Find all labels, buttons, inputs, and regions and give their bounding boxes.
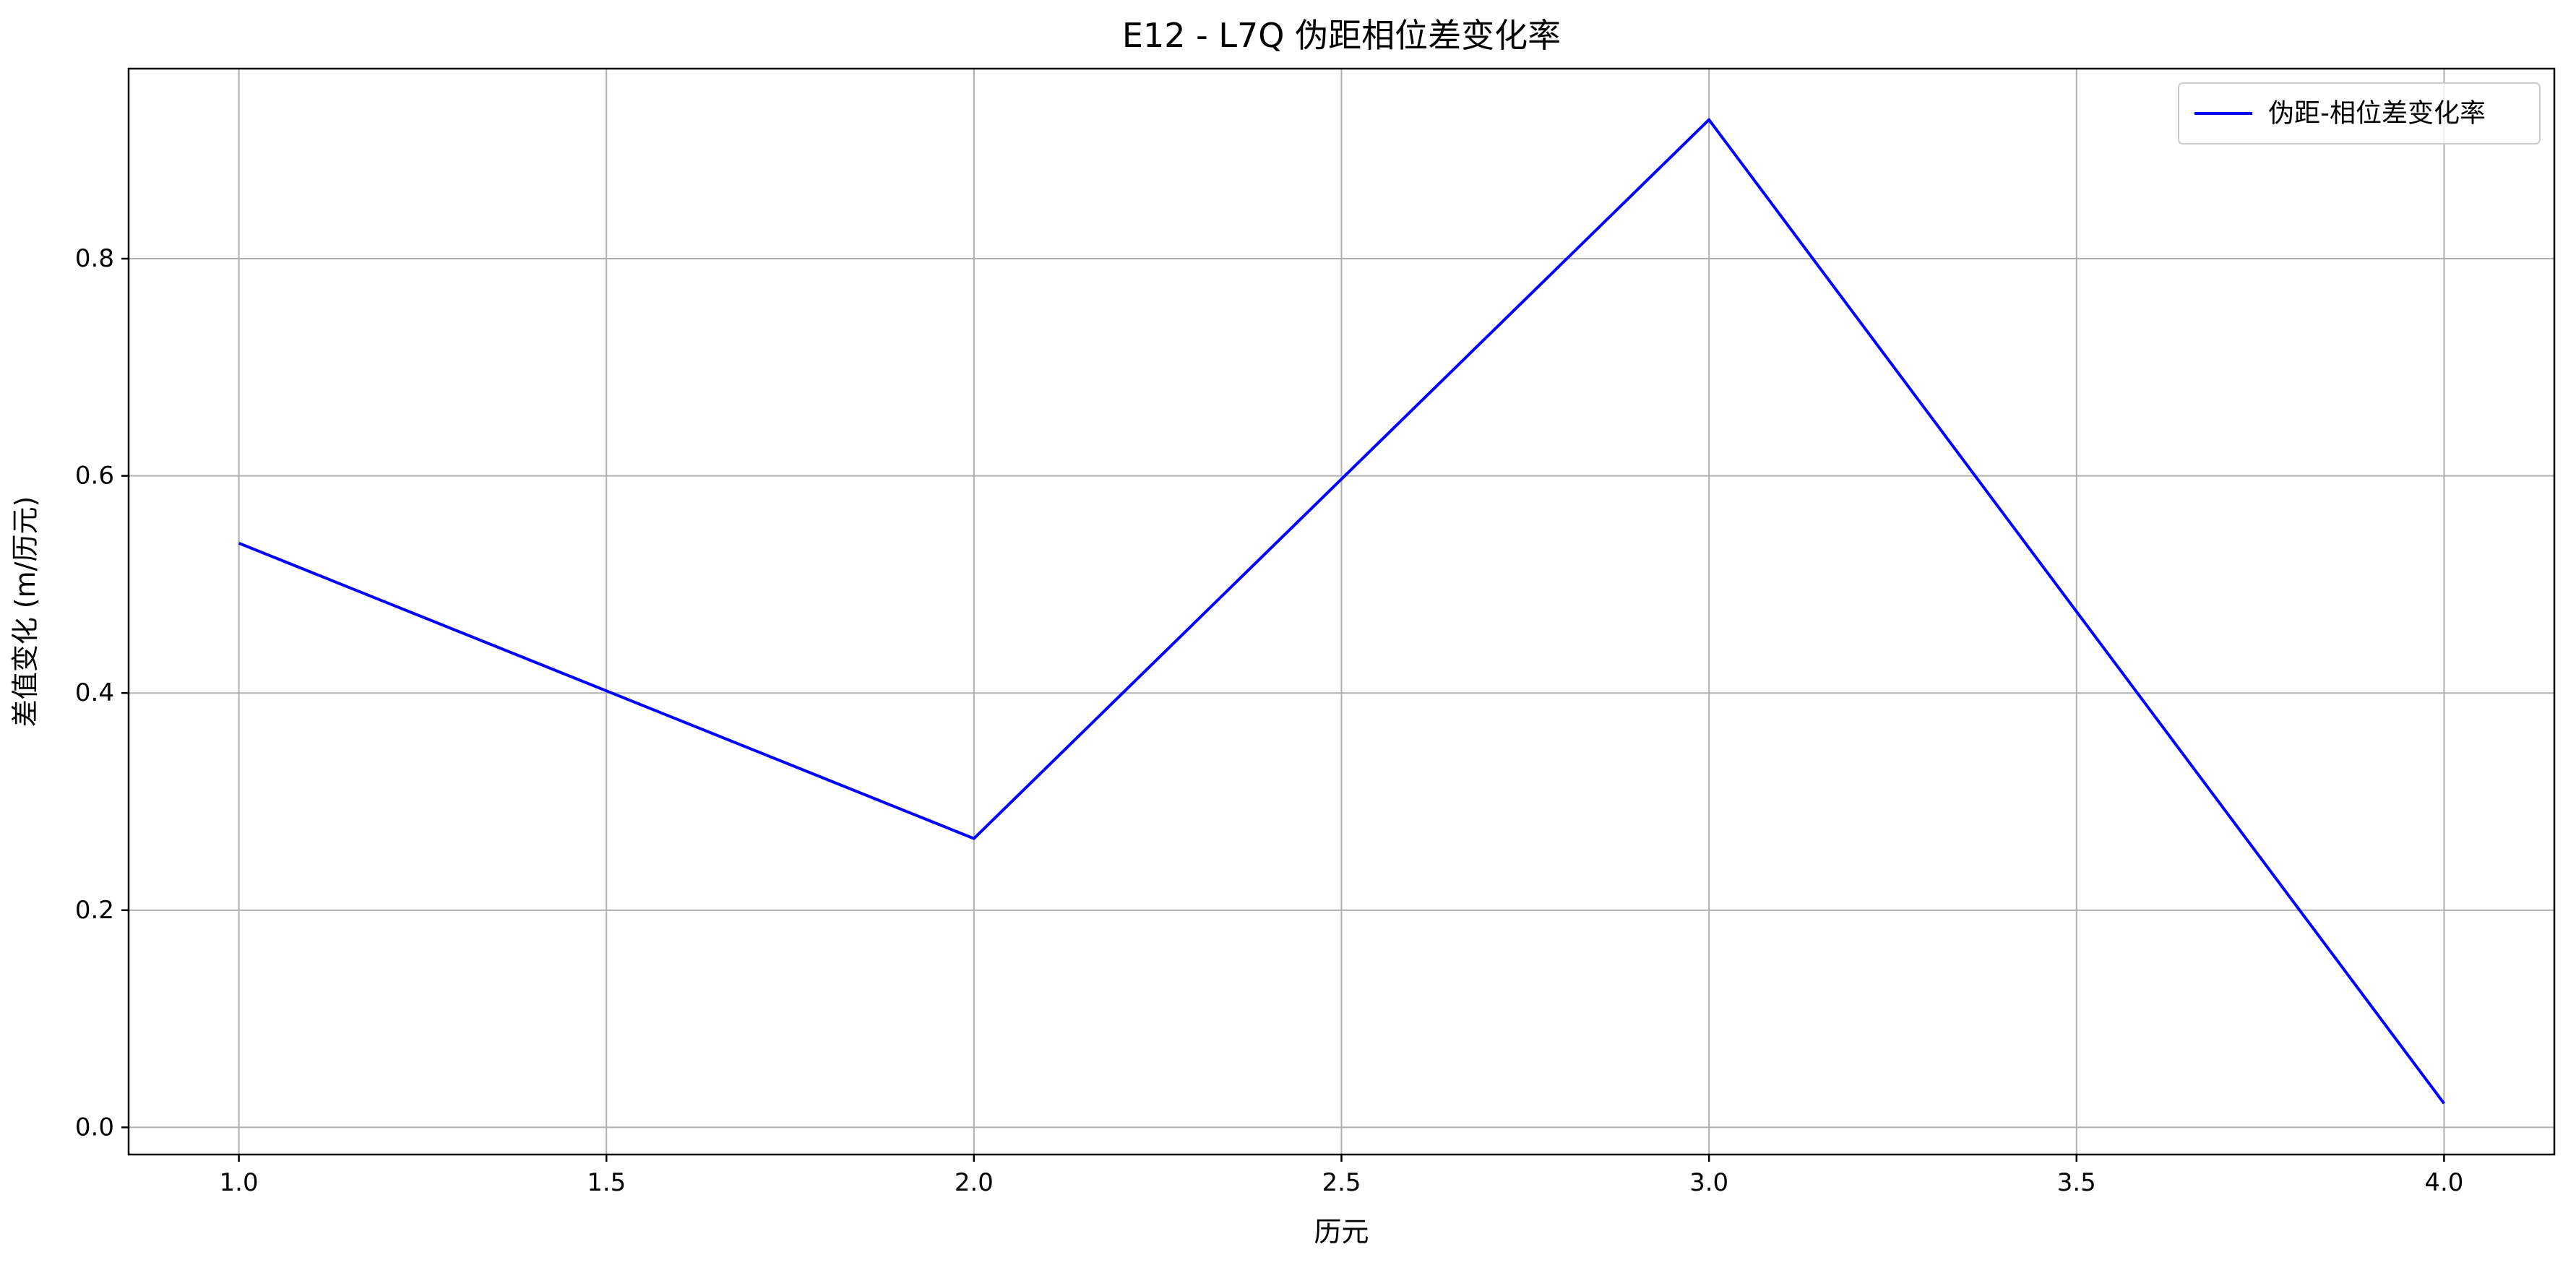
x-tick-label: 2.0 (955, 1168, 994, 1197)
legend: 伪距-相位差变化率 (2178, 82, 2541, 144)
x-axis-label: 历元 (1314, 1216, 1369, 1248)
series-line (238, 118, 2446, 1105)
series-lines (238, 118, 2446, 1105)
y-tick-label: 0.4 (75, 678, 114, 707)
x-tick-label: 3.0 (1689, 1168, 1728, 1197)
y-tick-label: 0.8 (75, 244, 114, 273)
y-axis-label: 差值变化 (m/历元) (9, 496, 41, 728)
x-tick-label: 1.0 (220, 1168, 259, 1197)
legend-box (2178, 82, 2541, 144)
y-tick-label: 0.0 (75, 1113, 114, 1142)
axis-ticks: 1.0 1.5 2.0 2.5 3.0 3.5 4.0 0.0 0.2 0.4 0.6 0.8 (75, 244, 2464, 1197)
x-tick-label: 3.5 (2057, 1168, 2096, 1197)
x-tick-label: 4.0 (2424, 1168, 2463, 1197)
y-tick-label: 0.2 (75, 896, 114, 925)
legend-label: 伪距-相位差变化率 (2268, 99, 2486, 129)
y-tick-label: 0.6 (75, 462, 114, 491)
x-tick-label: 2.5 (1322, 1168, 1361, 1197)
x-tick-label: 1.5 (587, 1168, 626, 1197)
chart-title: E12 - L7Q 伪距相位差变化率 (1122, 16, 1561, 55)
